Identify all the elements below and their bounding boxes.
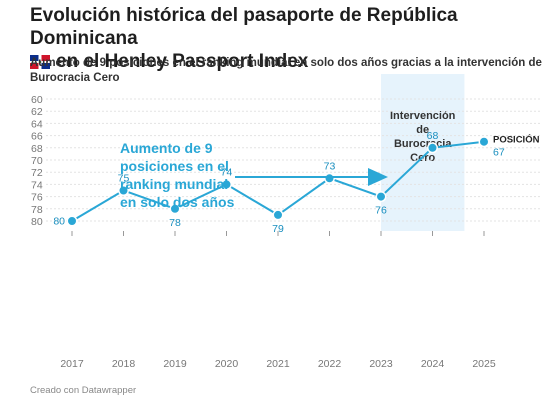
data-label: 68 — [427, 130, 439, 142]
data-label: 73 — [324, 160, 336, 172]
y-tick-label: 68 — [31, 143, 43, 155]
y-tick-label: 64 — [31, 118, 43, 130]
title-line-2: en el Henley Passport Index — [56, 51, 309, 72]
data-label: 76 — [375, 205, 387, 217]
y-tick-label: 66 — [31, 131, 43, 143]
chart-title: Evolución histórica del pasaporte de Rep… — [30, 4, 550, 75]
y-tick-label: 76 — [31, 192, 43, 204]
highlight-label-line: Intervención — [390, 110, 456, 122]
x-tick-label: 2019 — [163, 358, 187, 370]
data-point — [376, 191, 386, 202]
y-tick-label: 78 — [31, 204, 43, 216]
dominican-republic-flag-icon — [30, 52, 50, 75]
data-point — [273, 209, 283, 220]
x-tick-label: 2018 — [112, 358, 136, 370]
highlight-band — [381, 74, 465, 231]
y-tick-label: 70 — [31, 155, 43, 167]
data-label: 79 — [272, 223, 284, 235]
chart-subtitle: Aumento de 9 posiciones en el ranking mu… — [30, 57, 542, 84]
data-label: 67 — [493, 147, 505, 159]
annotation-line: posiciones en el — [120, 158, 229, 174]
data-point — [170, 203, 180, 214]
x-tick-label: 2017 — [60, 358, 84, 370]
data-point — [324, 173, 335, 184]
data-point — [427, 142, 438, 153]
data-point — [67, 216, 77, 226]
annotation-line: Aumento de 9 — [120, 140, 213, 156]
x-tick-label: 2024 — [421, 358, 445, 370]
data-label: 74 — [221, 166, 233, 178]
y-tick-label: 72 — [31, 167, 43, 179]
highlight-label-line: de — [416, 124, 429, 136]
x-tick-label: 2025 — [472, 358, 496, 370]
series-end-label: POSICIÓN — [493, 134, 540, 146]
y-tick-label: 74 — [31, 179, 43, 191]
annotation-line: en solo dos años — [120, 194, 235, 210]
annotation-arrow-head — [368, 168, 388, 186]
data-label: 75 — [118, 173, 130, 185]
footer-credit: Creado con Datawrapper — [30, 385, 137, 396]
data-point — [118, 185, 129, 196]
x-tick-label: 2023 — [369, 358, 393, 370]
y-tick-label: 62 — [31, 106, 43, 118]
title-line-1: Evolución histórica del pasaporte de Rep… — [30, 5, 458, 49]
y-tick-label: 60 — [31, 94, 43, 106]
x-tick-label: 2020 — [215, 358, 239, 370]
y-tick-label: 80 — [31, 216, 43, 228]
x-tick-label: 2022 — [318, 358, 342, 370]
data-point — [221, 179, 232, 190]
data-label: 78 — [169, 217, 181, 229]
annotation-line: ranking mundial — [120, 176, 228, 192]
x-tick-label: 2021 — [266, 358, 290, 370]
data-point — [479, 136, 489, 147]
data-label: 80 — [53, 216, 65, 228]
